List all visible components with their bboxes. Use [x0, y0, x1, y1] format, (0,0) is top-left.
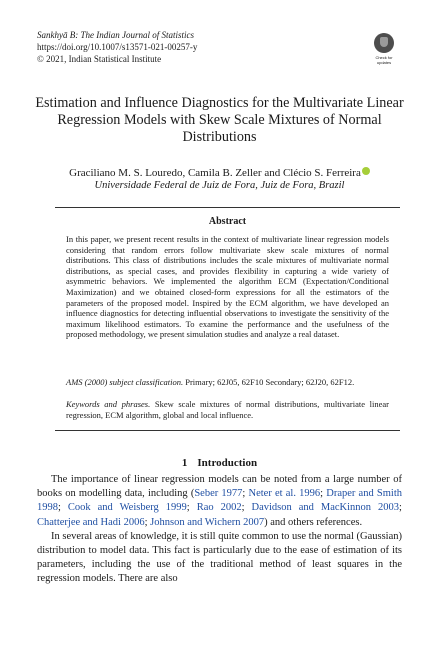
doi-link[interactable]: https://doi.org/10.1007/s13571-021-00257… [37, 42, 198, 52]
citation-link[interactable]: Neter et al. 1996 [248, 488, 321, 500]
section-heading: 1 Introduction [37, 457, 402, 469]
abstract-text: In this paper, we present recent results… [66, 234, 389, 340]
author-list: Graciliano M. S. Louredo, Camila B. Zell… [20, 166, 419, 180]
ams-label: AMS (2000) subject classification. [66, 377, 184, 387]
abstract-top-rule [55, 207, 400, 208]
citation-link[interactable]: Davidson and MacKinnon 2003 [251, 502, 400, 514]
citation-link[interactable]: Johnson and Wichern 2007 [150, 516, 265, 528]
paper-title: Estimation and Influence Diagnostics for… [35, 95, 404, 145]
keywords-label: Keywords and phrases. [66, 399, 151, 409]
citation-link[interactable]: Rao 2002 [196, 502, 242, 514]
author-names: Graciliano M. S. Louredo, Camila B. Zell… [69, 167, 361, 179]
section-number: 1 [181, 457, 188, 469]
citation-link[interactable]: Seber 1977 [194, 488, 243, 500]
affiliation: Universidade Federal de Juiz de Fora, Ju… [94, 180, 345, 191]
keywords-text: Skew scale mixtures of normal distributi… [66, 399, 390, 420]
section-title: Introduction [197, 457, 258, 469]
journal-name: Sankhyā B: The Indian Journal of Statist… [37, 30, 194, 40]
citation-link[interactable]: Chatterjee and Hadi 2006 [37, 516, 145, 528]
ams-codes: Primary; 62J05, 62F10 Secondary; 62J20, … [183, 377, 355, 387]
paragraph-1: The importance of linear regression mode… [37, 474, 402, 528]
keywords: Keywords and phrases. Skew scale mixture… [66, 399, 389, 420]
copyright-line: © 2021, Indian Statistical Institute [37, 54, 162, 64]
orcid-icon[interactable] [361, 167, 370, 175]
crossmark-icon [374, 33, 394, 53]
abstract-heading: Abstract [208, 216, 247, 227]
journal-header: Sankhyā B: The Indian Journal of Statist… [37, 29, 197, 65]
paragraph-2: In several areas of knowledge, it is sti… [37, 530, 402, 585]
citation-link[interactable]: Cook and Weisberg 1999 [67, 502, 187, 514]
check-for-updates-badge[interactable]: Check for updates [369, 33, 399, 67]
ams-classification: AMS (2000) subject classification. Prima… [66, 377, 389, 388]
citation-link[interactable]: Draper and Smith 1998 [37, 488, 402, 514]
badge-label: Check for updates [375, 55, 393, 65]
abstract-bottom-rule [55, 430, 400, 431]
body-text: The importance of linear regression mode… [37, 473, 402, 587]
